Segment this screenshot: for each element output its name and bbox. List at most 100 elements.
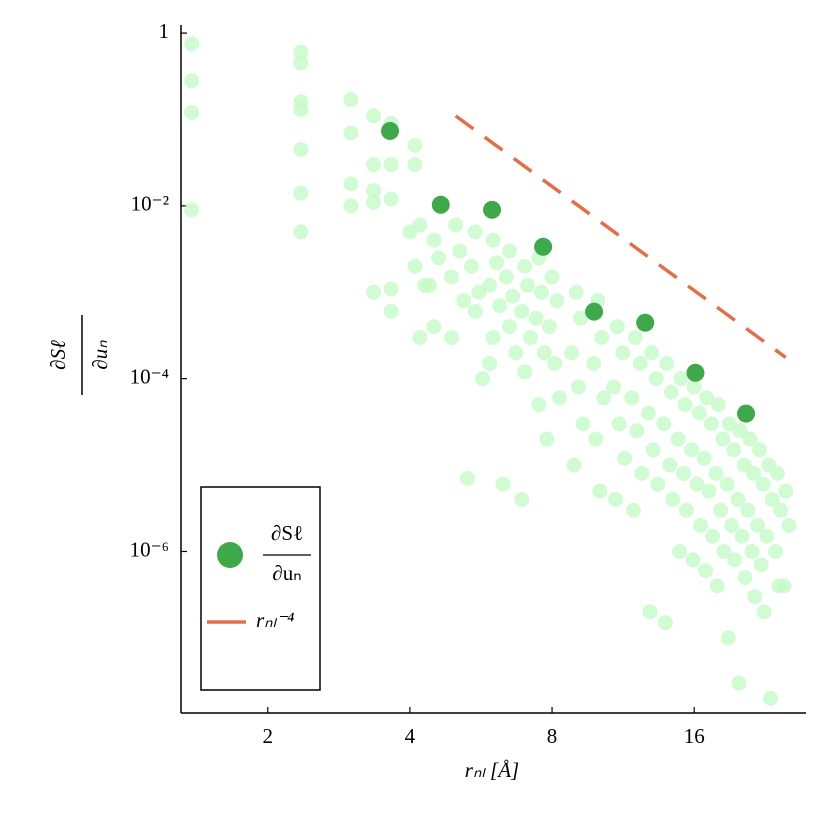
background-point [632,355,648,371]
x-tick-label: 2 [263,724,274,748]
background-point [691,405,707,421]
background-point [750,517,766,533]
background-point [544,269,560,285]
background-point [736,457,752,473]
background-point [659,355,675,371]
background-point [768,543,784,559]
background-point [467,224,483,240]
background-point [586,355,602,371]
background-point [773,502,789,518]
background-point [575,416,591,432]
background-point [596,390,612,406]
background-point [617,450,633,466]
background-point [366,108,382,124]
background-point [184,73,200,89]
y-tick-label: 10⁻⁶ [130,537,169,561]
background-point [724,517,740,533]
background-point [383,157,399,173]
reference-line [454,114,787,359]
background-point [751,442,767,458]
background-point [756,604,772,620]
background-point [609,319,625,335]
background-point [402,224,418,240]
background-point [644,345,660,361]
background-point [498,269,514,285]
background-point [778,483,794,499]
background-point [366,284,382,300]
legend-marker [217,542,243,568]
data-point [686,363,705,382]
background-point [615,345,631,361]
background-point [407,157,423,173]
background-point [564,345,580,361]
background-point [759,528,775,544]
background-point [715,431,731,447]
background-point [684,442,700,458]
background-point [737,569,753,585]
background-point [343,92,359,108]
y-label-numerator: ∂Sℓ [46,340,70,370]
background-point [720,630,736,646]
background-point [482,355,498,371]
background-point [709,578,725,594]
background-point [665,491,681,507]
background-point [730,491,746,507]
background-point [501,319,517,335]
background-point [697,563,713,579]
background-point [710,397,726,413]
background-point [611,416,627,432]
background-point [475,371,491,387]
background-point [672,543,688,559]
legend-label: ∂uₙ [272,561,301,585]
background-point [629,423,645,439]
background-point [549,293,565,309]
background-point [412,329,428,345]
y-label-denominator: ∂uₙ [88,340,112,370]
background-point [627,329,643,345]
x-tick-label: 16 [684,724,705,748]
background-point [701,483,717,499]
background-point [485,232,501,248]
legend-label: rₙₗ⁻⁴ [256,608,294,632]
background-point [648,371,664,387]
background-point [539,431,555,447]
background-point [517,258,533,274]
background-point [520,277,536,293]
background-point [650,476,666,492]
background-point [594,329,610,345]
background-point [731,675,747,691]
background-point [343,125,359,141]
y-tick-label: 10⁻² [131,192,169,216]
background-point [536,345,552,361]
background-point [444,269,460,285]
background-point [592,483,608,499]
x-axis-label: rₙₗ [Å] [465,758,519,782]
y-tick-label: 1 [159,19,170,43]
x-tick-label: 4 [405,724,416,748]
background-point [625,502,641,518]
background-point [657,615,673,631]
background-point [293,102,309,118]
background-point [699,390,715,406]
background-point [689,476,705,492]
background-point [514,491,530,507]
background-point [541,319,557,335]
background-point [726,442,742,458]
background-point [606,379,622,395]
background-point [444,329,460,345]
background-point [781,517,797,533]
background-point [685,552,701,568]
background-point [448,217,464,233]
background-point [663,384,679,400]
background-point [573,310,589,326]
background-point [662,457,678,473]
background-point [467,303,483,319]
background-point [184,36,200,52]
background-point [642,604,658,620]
data-point [483,200,502,219]
background-point [366,194,382,210]
background-point [426,232,442,248]
background-point [407,258,423,274]
background-point [366,157,382,173]
data-point [431,195,450,214]
